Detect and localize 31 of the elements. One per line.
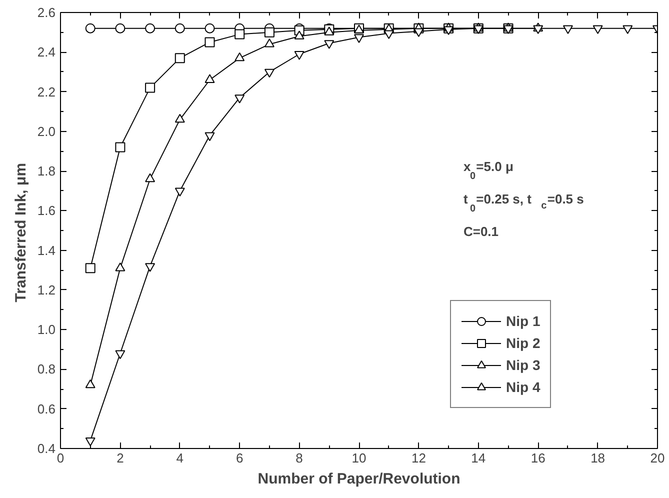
x-tick-label: 4 [176, 450, 184, 466]
x-tick-label: 16 [530, 450, 546, 466]
y-tick-label: 1.2 [37, 282, 56, 298]
legend-label: Nip 2 [506, 335, 540, 351]
y-tick-label: 1.0 [37, 322, 56, 338]
x-axis-title: Number of Paper/Revolution [258, 470, 460, 488]
x-tick-label: 6 [236, 450, 244, 466]
x-tick-label: 8 [296, 450, 303, 466]
y-tick-label: 1.4 [37, 242, 56, 258]
legend-label: Nip 3 [506, 357, 540, 373]
y-tick-label: 2.6 [37, 5, 56, 20]
x-tick-label: 2 [116, 450, 124, 466]
x-tick-label: 12 [411, 450, 426, 466]
y-tick-label: 0.4 [37, 441, 56, 456]
annotation: x0=5.0 μ [463, 158, 514, 182]
x-tick-label: 20 [650, 450, 665, 466]
x-tick-label: 10 [352, 450, 366, 466]
y-tick-label: 0.8 [37, 362, 56, 377]
y-axis-title: Transferred Ink, μm [12, 162, 30, 302]
annotation: C=0.1 [463, 224, 499, 240]
x-tick-label: 14 [471, 450, 486, 466]
y-tick-label: 2.2 [37, 84, 56, 100]
y-tick-label: 1.8 [37, 164, 56, 179]
y-tick-label: 0.6 [37, 401, 56, 416]
x-tick-label: 0 [56, 450, 64, 466]
legend-label: Nip 1 [506, 313, 540, 329]
y-tick-label: 2.0 [37, 124, 56, 139]
y-tick-label: 1.6 [37, 203, 56, 218]
legend-label: Nip 4 [506, 379, 540, 395]
x-tick-label: 18 [590, 450, 606, 466]
y-tick-label: 2.4 [37, 44, 56, 60]
